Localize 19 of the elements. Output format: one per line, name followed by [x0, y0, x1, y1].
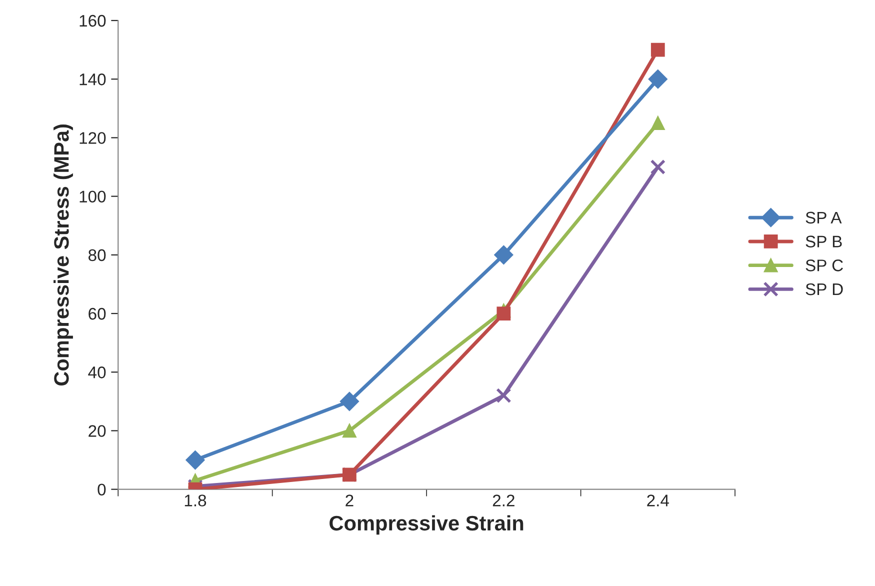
legend-label: SP B — [806, 236, 842, 248]
y-tick-label: 80 — [88, 249, 106, 262]
y-tick-label: 160 — [80, 14, 106, 27]
x-tick-label: 2.2 — [492, 494, 514, 506]
y-tick-label: 40 — [88, 366, 106, 378]
y-tick-label: 60 — [88, 308, 106, 320]
y-axis-title: Compressive Stress (MPa) — [54, 124, 73, 386]
y-tick-label: 20 — [88, 425, 106, 437]
x-tick-label: 1.8 — [184, 494, 206, 506]
x-tick-label: 2 — [346, 494, 354, 506]
legend-label: SP A — [806, 212, 842, 224]
legend-label: SP D — [806, 283, 843, 296]
y-tick-label: 100 — [80, 190, 106, 203]
y-tick-label: 0 — [98, 484, 106, 496]
x-axis-title: Compressive Strain — [330, 515, 524, 535]
y-tick-label: 140 — [80, 74, 106, 86]
legend-label: SP C — [806, 260, 843, 272]
y-tick-label: 120 — [80, 132, 106, 144]
x-tick-label: 2.4 — [647, 494, 669, 506]
